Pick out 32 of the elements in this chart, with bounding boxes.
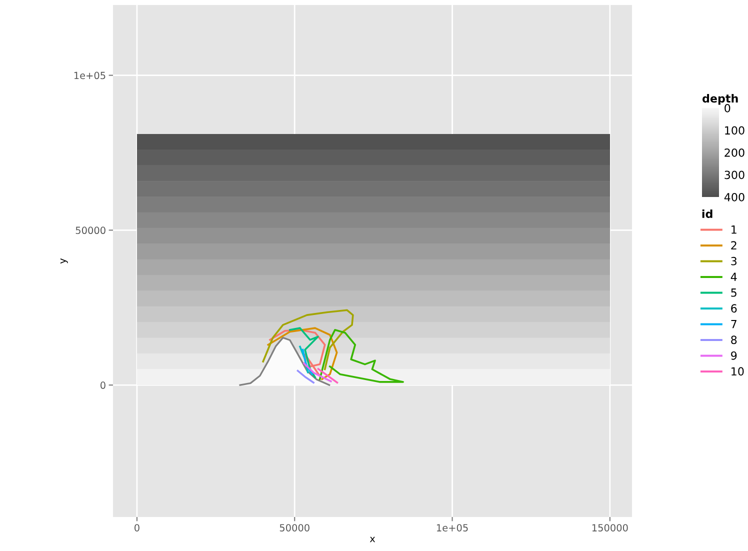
legend-label: 1 <box>732 226 736 234</box>
x-tick-label: 150000 <box>592 524 628 532</box>
color-bar-label: 200 <box>724 148 744 157</box>
line-series <box>303 362 332 382</box>
legend-label: 10 <box>732 367 744 376</box>
color-bar-title: depth <box>702 94 738 105</box>
line-series <box>288 327 319 378</box>
x-tick-label: 1e+05 <box>437 524 468 532</box>
line-series <box>318 329 404 383</box>
legend-label: 9 <box>731 351 737 360</box>
legend-label: 3 <box>731 256 737 266</box>
legend-label: 7 <box>731 320 736 328</box>
legend-label: 6 <box>731 304 737 313</box>
color-bar-label: 300 <box>724 170 744 180</box>
legend-title: id <box>702 209 712 218</box>
color-bar-label: 400 <box>724 192 744 202</box>
legend-label: 2 <box>731 241 736 250</box>
legend-label: 8 <box>731 336 737 344</box>
line-series <box>267 327 338 380</box>
legend-label: 4 <box>730 272 737 281</box>
color-bar-label: 100 <box>725 126 744 135</box>
line-series <box>262 309 354 370</box>
y-tick-label: 50000 <box>76 226 106 234</box>
line-series <box>269 329 326 377</box>
y-axis-title: y <box>60 258 68 264</box>
legend-label: 5 <box>731 288 736 297</box>
x-tick-label: 0 <box>134 524 140 532</box>
x-tick-label: 50000 <box>280 524 310 532</box>
y-tick-label: 0 <box>100 382 106 389</box>
color-bar-label: 0 <box>724 104 730 112</box>
x-axis-title: x <box>370 536 376 542</box>
y-tick-label: 1e+05 <box>74 72 106 80</box>
